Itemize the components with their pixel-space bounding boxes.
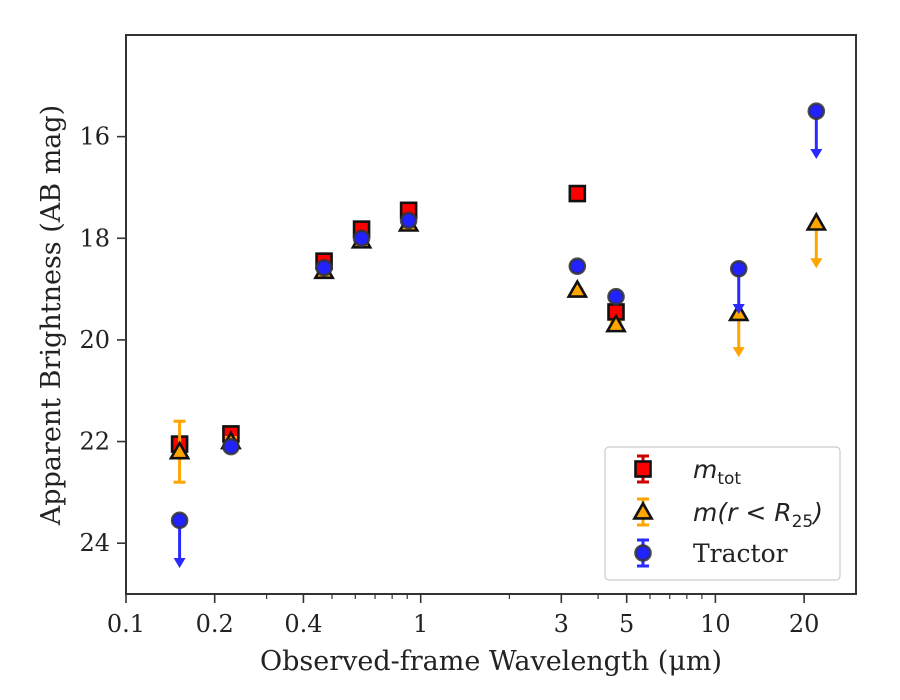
x-tick-label: 20 [789, 610, 820, 638]
upper-limit-arrow [810, 148, 823, 159]
x-tick-label: 0.4 [284, 610, 322, 638]
data-point [168, 440, 191, 460]
y-tick-label: 18 [79, 224, 110, 252]
legend-label-mr25: m(r < R25) [693, 498, 823, 532]
plot-area [168, 102, 828, 569]
axes: 0.1 0.2 0.4 1 3 5 10 20 16 18 20 22 24 [79, 34, 857, 638]
legend-label-tractor: Tractor [693, 539, 788, 568]
data-point [605, 313, 627, 333]
x-tick-label: 1 [413, 610, 428, 638]
series-square [170, 184, 625, 453]
data-point [170, 511, 189, 530]
legend-label-mtot: mtot [693, 455, 741, 489]
plot-frame [125, 34, 857, 595]
data-point [399, 211, 418, 230]
legend-marker-square [634, 460, 652, 478]
legend-marker-triangle [632, 500, 654, 520]
x-tick-label: 5 [619, 610, 634, 638]
data-point [807, 102, 826, 121]
x-tick-label: 3 [554, 610, 569, 638]
data-point [729, 259, 748, 278]
legend-markers [632, 454, 654, 568]
y-tick-label: 22 [79, 428, 110, 456]
upper-limit-arrow [173, 558, 186, 569]
upper-limit-arrow [732, 347, 745, 358]
x-tick-label: 0.1 [107, 610, 145, 638]
x-axis-label: Observed-frame Wavelength (μm) [260, 646, 722, 677]
legend-marker-circle [634, 544, 652, 562]
y-tick-label: 16 [79, 123, 110, 151]
series-circle [170, 102, 826, 569]
data-point [568, 257, 587, 276]
legend: mtot m(r < R25) Tractor [604, 446, 841, 581]
data-point [352, 229, 371, 248]
data-point [222, 437, 240, 456]
data-point [566, 278, 589, 298]
data-point [805, 211, 828, 231]
data-point [315, 258, 333, 277]
legend-frame [604, 446, 841, 581]
data-point [568, 184, 587, 203]
series-triangle [168, 211, 828, 484]
x-tick-label: 10 [700, 610, 731, 638]
data-point [607, 287, 625, 306]
y-tick-label: 20 [79, 326, 110, 354]
x-tick-label: 0.2 [196, 610, 234, 638]
y-tick-label: 24 [79, 529, 110, 557]
upper-limit-arrow [732, 303, 745, 314]
upper-limit-arrow [810, 258, 823, 269]
y-axis-label: Apparent Brightness (AB mag) [36, 105, 67, 526]
